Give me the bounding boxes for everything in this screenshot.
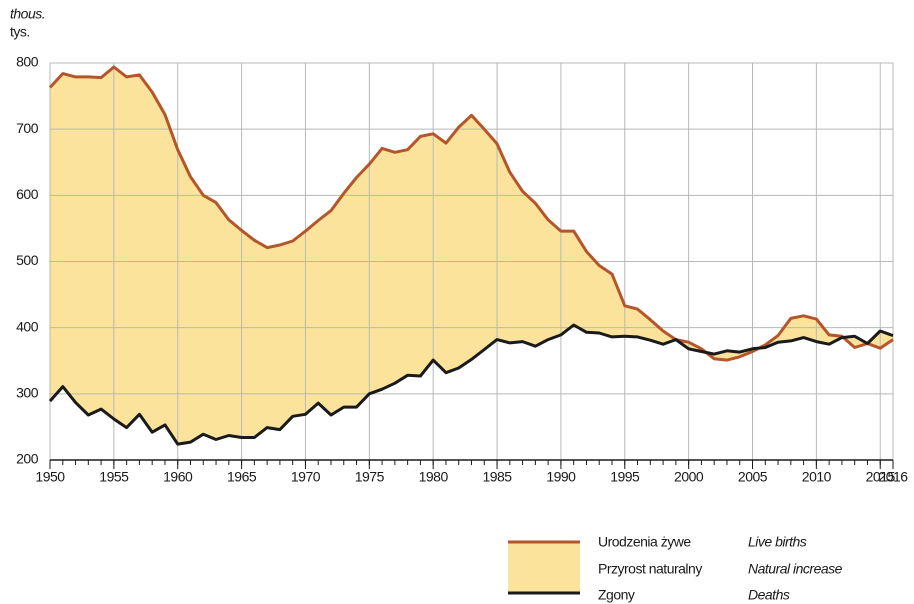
y-unit-en: thous.	[10, 6, 45, 22]
natural-increase-area	[50, 67, 893, 445]
legend-label-en: Live births	[748, 534, 807, 550]
legend-label: Przyrost naturalny	[598, 561, 702, 577]
x-tick-label: 1960	[163, 469, 193, 485]
x-tick-label: 1970	[291, 469, 321, 485]
legend-label: Zgony	[598, 587, 635, 603]
x-tick-label: 2015	[866, 469, 896, 485]
x-tick-label: 2005	[738, 469, 768, 485]
x-tick-label: 2010	[802, 469, 832, 485]
legend-label-en: Deaths	[748, 587, 790, 603]
y-tick-label: 500	[16, 252, 39, 268]
y-tick-label: 600	[16, 186, 39, 202]
y-tick-label: 700	[16, 120, 39, 136]
x-tick-label: 1950	[35, 469, 65, 485]
legend-swatch-fill	[508, 543, 580, 593]
x-tick-label: 1990	[546, 469, 576, 485]
y-tick-label: 200	[16, 451, 39, 467]
y-tick-label: 800	[16, 54, 39, 70]
line-births	[48, 65, 894, 362]
x-tick-label: 2016	[878, 469, 908, 485]
y-tick-label: 400	[16, 318, 39, 334]
x-tick-label: 1965	[227, 469, 257, 485]
y-unit-pl: tys.	[10, 24, 30, 40]
x-tick-label: 1955	[99, 469, 129, 485]
x-tick-label: 1975	[355, 469, 385, 485]
x-tick-label: 2000	[674, 469, 704, 485]
line-deaths	[48, 323, 894, 446]
x-tick-label: 1980	[419, 469, 449, 485]
legend-label-en: Natural increase	[748, 561, 843, 577]
legend-label: Urodzenia żywe	[598, 534, 691, 550]
x-tick-label: 1995	[610, 469, 640, 485]
x-tick-label: 1985	[482, 469, 512, 485]
y-tick-label: 300	[16, 385, 39, 401]
